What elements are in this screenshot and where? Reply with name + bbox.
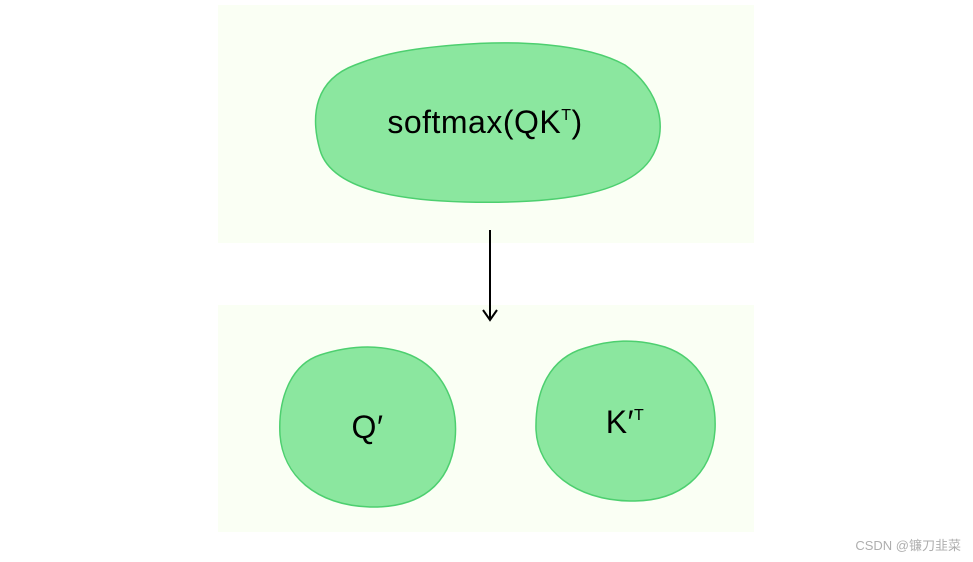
label-after: ′ — [377, 409, 384, 445]
arrow-down-icon — [480, 230, 500, 330]
watermark: CSDN @镰刀韭菜 — [855, 535, 961, 554]
node-k-prime-t-label: K′T — [606, 404, 645, 441]
label-sup: T — [634, 407, 644, 424]
node-k-prime-t: K′T — [530, 340, 720, 505]
label-main: K — [606, 404, 628, 440]
label-sup: T — [561, 107, 571, 124]
label-main: Q — [352, 409, 377, 445]
node-softmax: softmax(QKT) — [305, 40, 665, 205]
node-q-prime-label: Q′ — [352, 409, 384, 446]
node-q-prime: Q′ — [275, 345, 460, 510]
node-softmax-label: softmax(QKT) — [387, 104, 582, 141]
label-close: ) — [572, 104, 583, 140]
label-main: softmax(QK — [387, 104, 561, 140]
